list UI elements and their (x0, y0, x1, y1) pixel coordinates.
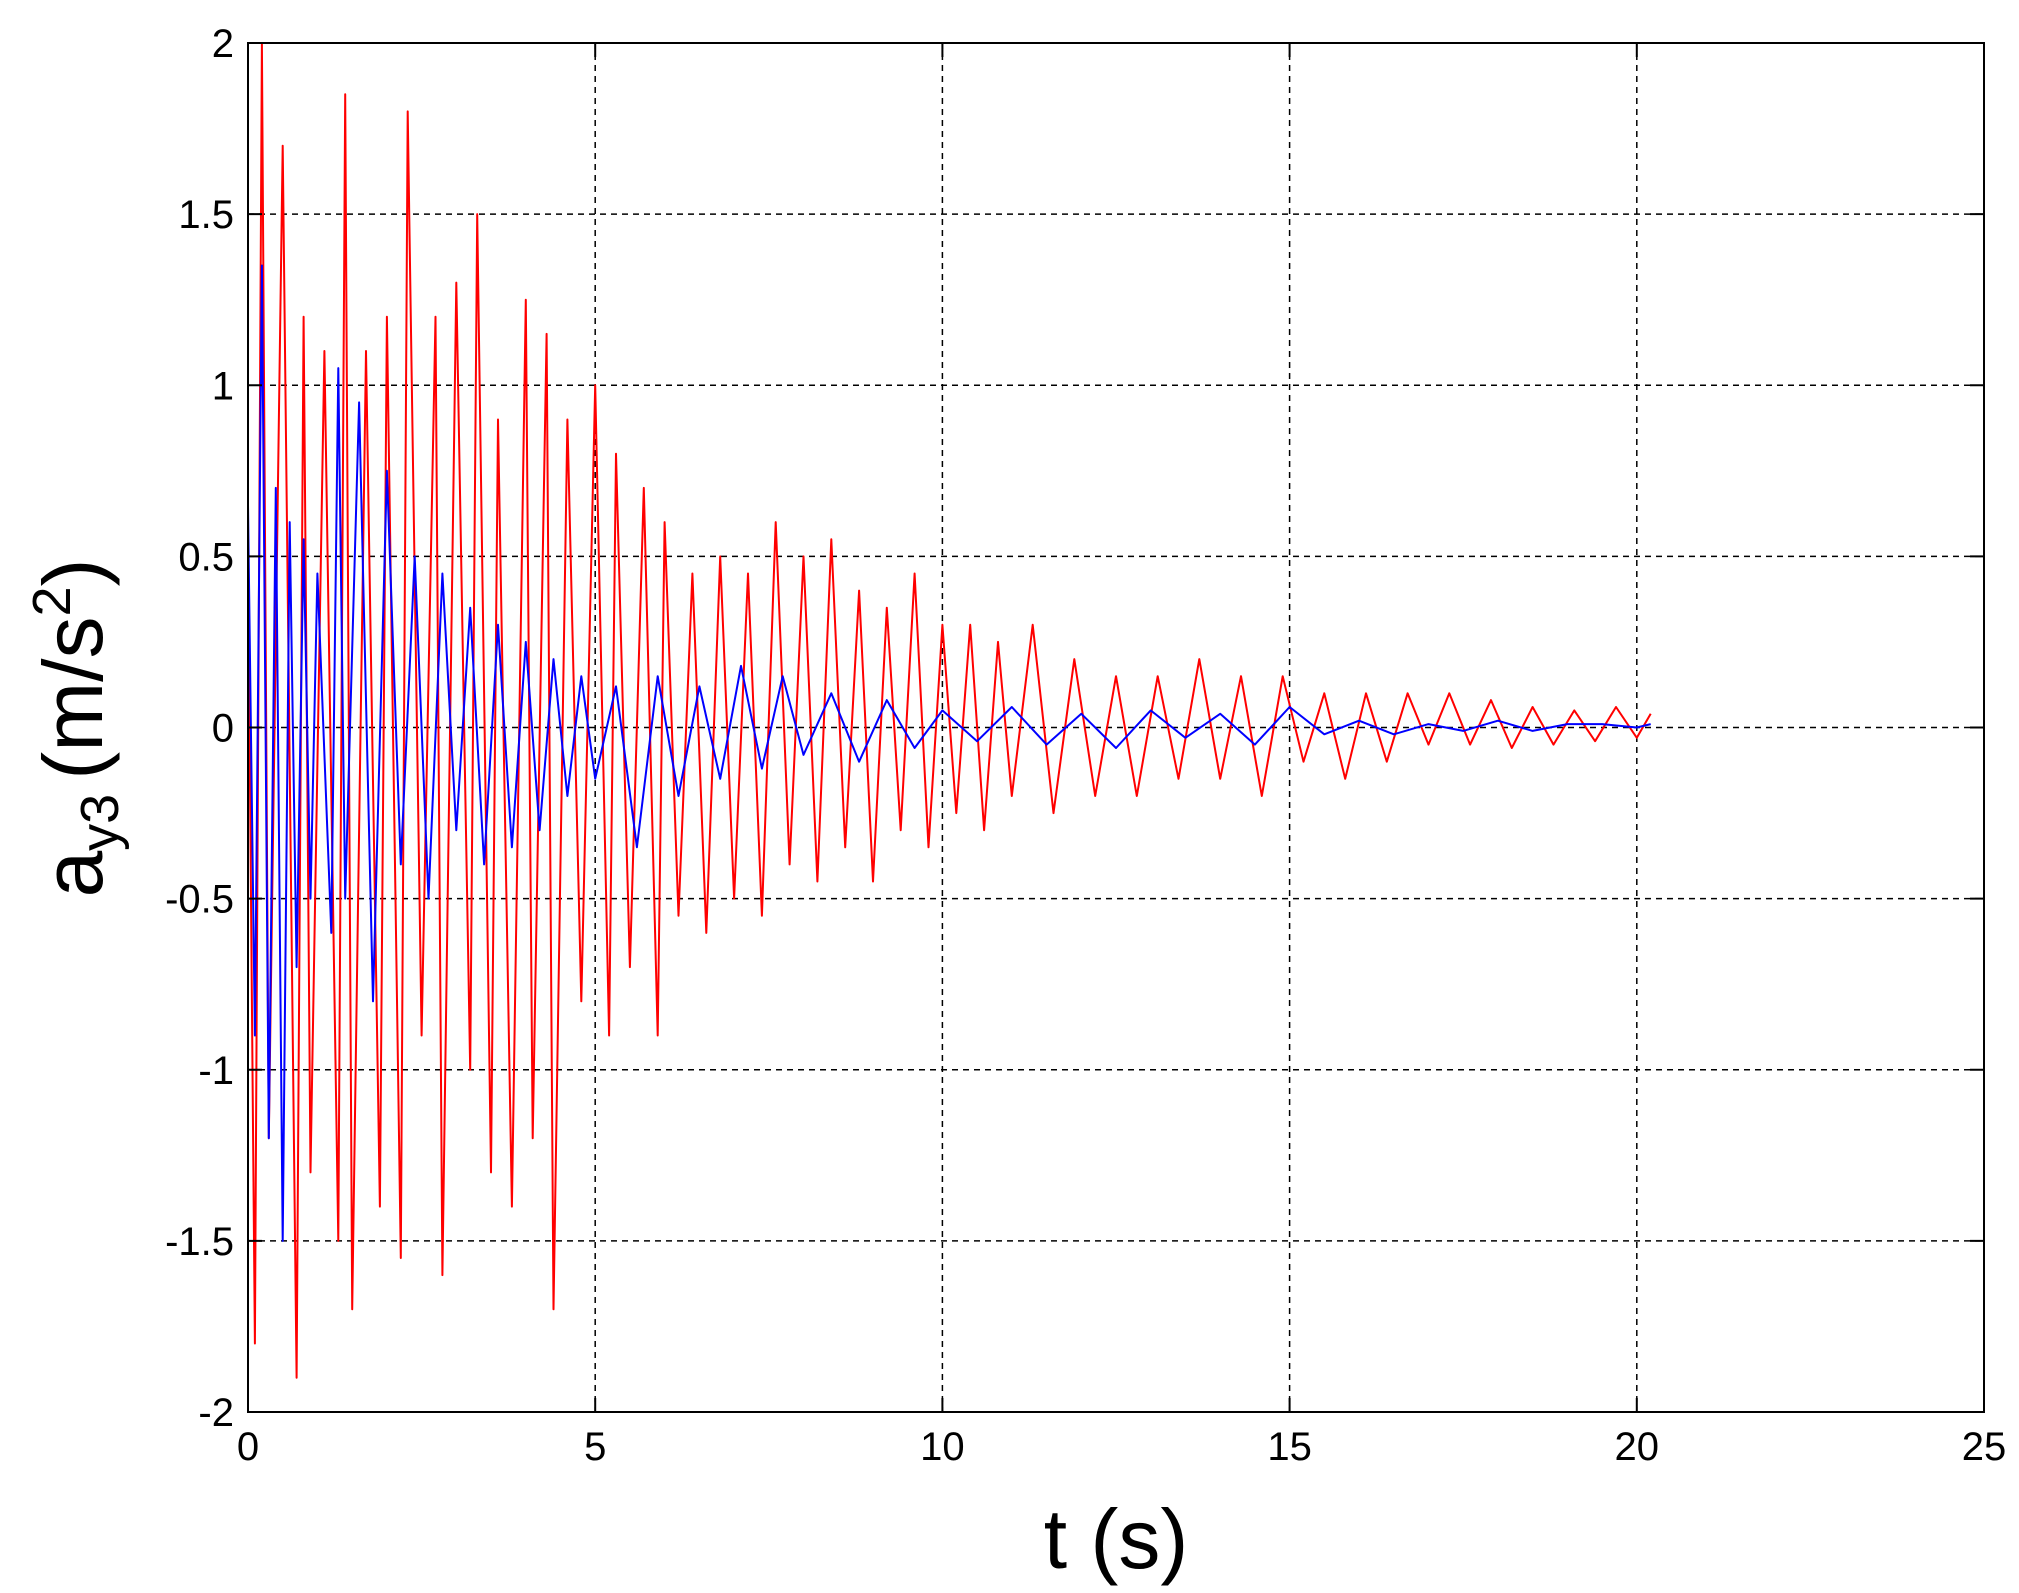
y-axis-title-subscript: y3 (70, 794, 130, 851)
y-tick-label: -0.5 (165, 878, 234, 922)
y-tick-label: 1 (212, 364, 234, 408)
x-tick-label: 25 (1962, 1425, 2007, 1469)
y-axis-title-unit-suffix: ) (26, 558, 120, 586)
x-tick-label: 15 (1267, 1425, 1312, 1469)
x-axis-title: t (s) (1044, 1492, 1189, 1586)
series-lines (247, 42, 1652, 1379)
y-tick-label: -2 (198, 1391, 234, 1435)
y-axis-title: ay3 (m/s2) (22, 558, 130, 897)
y-tick-label: -1.5 (165, 1220, 234, 1264)
y-tick-label: 0.5 (178, 535, 234, 579)
x-tick-label: 20 (1615, 1425, 1660, 1469)
x-tick-label: 10 (920, 1425, 965, 1469)
y-tick-label: 0 (212, 707, 234, 751)
y-axis-title-unit-superscript: 2 (22, 586, 82, 616)
x-tick-label: 5 (584, 1425, 606, 1469)
x-tick-label: 0 (237, 1425, 259, 1469)
series-line-2 (247, 264, 1651, 1242)
y-tick-labels: -2 -1.5 -1 -0.5 0 0.5 1 1.5 2 (165, 22, 234, 1435)
x-tick-labels: 0 5 10 15 20 25 (237, 1425, 2006, 1469)
y-tick-label: 1.5 (178, 193, 234, 237)
y-axis-title-base: a (26, 851, 120, 898)
series-line-1 (247, 42, 1652, 1379)
tick-marks (247, 42, 1985, 1413)
y-tick-label: 2 (212, 22, 234, 66)
y-tick-label: -1 (198, 1049, 234, 1093)
y-axis-title-unit-prefix: (m/s (26, 616, 120, 779)
